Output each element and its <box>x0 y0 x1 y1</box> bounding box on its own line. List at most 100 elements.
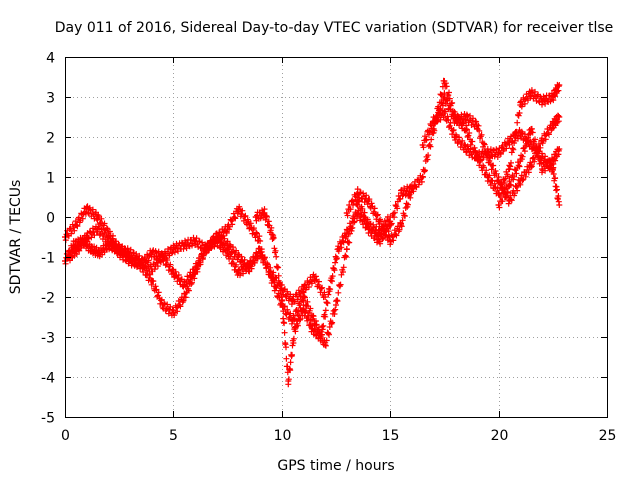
data-point <box>246 222 253 228</box>
data-point <box>235 206 242 212</box>
data-point <box>148 266 155 272</box>
data-point <box>322 342 329 348</box>
data-point <box>473 154 480 160</box>
data-point <box>556 82 563 88</box>
data-point <box>192 238 199 244</box>
data-point <box>463 146 470 152</box>
data-point <box>224 226 231 232</box>
point-markers <box>62 197 393 349</box>
data-point <box>528 142 535 148</box>
data-point <box>343 230 350 236</box>
y-tick-label: 3 <box>46 91 55 107</box>
data-point <box>441 78 448 84</box>
data-point <box>463 126 470 132</box>
plot-frame <box>65 57 608 418</box>
data-point <box>408 186 415 192</box>
data-point <box>452 134 459 140</box>
data-point <box>94 226 101 232</box>
y-tick-label: 4 <box>46 51 55 67</box>
data-point <box>430 126 437 132</box>
data-point <box>127 250 134 256</box>
grid <box>65 57 607 417</box>
axis-ticks: 0 5 10 15 20 25 -5 -4 -3 -2 -1 0 1 2 3 4 <box>41 51 616 445</box>
data-point <box>267 270 274 276</box>
data-point <box>517 102 524 108</box>
data-point <box>556 114 563 120</box>
series-sat-a <box>62 197 394 349</box>
data-point <box>538 154 545 160</box>
series-sat-e <box>343 77 563 248</box>
data-point <box>387 222 394 228</box>
x-tick-label: 0 <box>61 428 70 444</box>
x-tick-label: 20 <box>491 428 509 444</box>
data-point <box>96 250 103 256</box>
data-point <box>495 202 502 208</box>
data-point <box>88 246 95 252</box>
data-point <box>322 294 329 300</box>
data-point <box>72 222 79 228</box>
data-point <box>285 378 292 384</box>
data-point <box>549 158 556 164</box>
data-point <box>528 126 535 132</box>
data-point <box>376 238 383 244</box>
data-point <box>278 294 285 300</box>
data-point <box>333 302 339 308</box>
data-point <box>517 178 524 184</box>
point-markers <box>419 107 562 205</box>
data-point <box>452 118 459 124</box>
data-point <box>257 238 264 244</box>
data-point <box>484 174 491 180</box>
data-point <box>528 162 535 168</box>
data-point <box>70 242 77 248</box>
data-point <box>517 130 524 136</box>
data-point <box>354 190 361 196</box>
data-point <box>270 234 277 240</box>
data-point <box>170 270 177 276</box>
data-point <box>484 154 491 160</box>
y-tick-label: -3 <box>41 331 55 347</box>
data-point <box>495 178 502 184</box>
data-point <box>538 138 545 144</box>
data-point <box>278 286 285 292</box>
data-point <box>235 270 242 276</box>
data-point <box>246 262 253 268</box>
data-point <box>365 198 372 204</box>
data-point <box>549 94 556 100</box>
chart-title: Day 011 of 2016, Sidereal Day-to-day VTE… <box>55 20 614 36</box>
data-point <box>257 250 264 256</box>
data-point <box>549 122 556 128</box>
data-point <box>159 302 166 308</box>
data-point <box>506 182 513 188</box>
data-point <box>181 282 188 288</box>
data-point <box>441 110 448 116</box>
data-point <box>94 214 101 220</box>
data-point <box>387 238 394 244</box>
data-point <box>495 150 502 156</box>
series-sat-h <box>495 125 563 211</box>
data-point <box>192 266 199 272</box>
series-sat-c <box>62 203 264 275</box>
data-point <box>556 202 563 208</box>
data-point <box>517 158 524 164</box>
y-tick-label: 1 <box>46 171 55 187</box>
data-point <box>354 210 361 216</box>
data-point <box>83 206 90 212</box>
data-point <box>159 254 166 260</box>
data-point <box>213 234 220 240</box>
data-point <box>181 242 188 248</box>
data-point <box>170 246 177 252</box>
data-point <box>538 166 545 172</box>
data-point <box>538 98 545 104</box>
data-point <box>105 242 112 248</box>
data-point <box>261 210 268 216</box>
data-point <box>376 218 383 224</box>
data-point <box>309 326 316 332</box>
x-tick-label: 10 <box>274 428 292 444</box>
y-tick-label: -2 <box>41 291 55 307</box>
x-tick-label: 5 <box>169 428 178 444</box>
data-point <box>137 258 144 264</box>
data-point <box>116 246 123 252</box>
data-point <box>463 114 470 120</box>
data-point <box>473 122 480 128</box>
